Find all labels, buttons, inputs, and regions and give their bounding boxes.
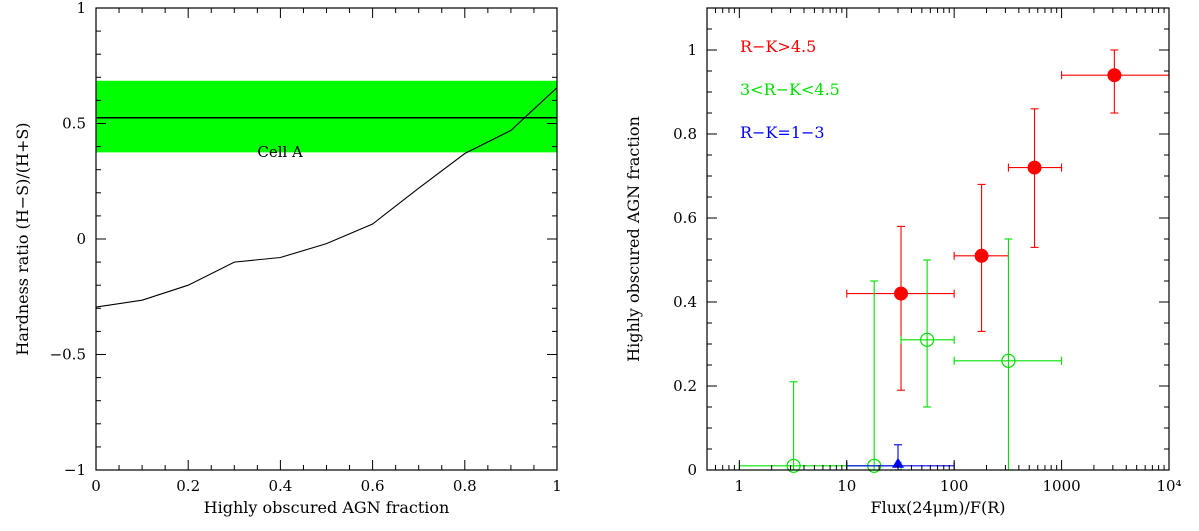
data-point	[1001, 353, 1016, 368]
legend-entry: R−K>4.5	[740, 37, 816, 56]
y-tick-label: 0.2	[673, 377, 697, 395]
data-point	[894, 286, 909, 301]
y-tick-label: 0.4	[673, 293, 697, 311]
x-tick-label: 0.2	[176, 477, 200, 495]
data-point	[974, 248, 989, 263]
y-tick-label: 0.5	[62, 115, 86, 133]
y-tick-label: 1	[76, 0, 86, 17]
left-plot-panel: Cell A 0 0.2 0.4 0.6 0.8 1 −1 −0.5 0 0.5 1 Highly ob…	[13, 0, 562, 517]
right-plot-panel: R−K>4.5 3<R−K<4.5 R−K=1−3 1 10 100 1000 10⁴ 0 0.2…	[624, 7, 1182, 517]
series-0	[846, 49, 1170, 391]
y-axis-title: Hardness ratio (H−S)/(H+S)	[13, 122, 32, 355]
series-1	[738, 238, 1063, 473]
data-point	[892, 457, 905, 468]
y-tick-label: 0	[687, 461, 697, 479]
x-tick-label: 10⁴	[1156, 477, 1181, 495]
data-point	[1107, 68, 1122, 83]
x-axis-title: Flux(24μm)/F(R)	[871, 498, 1006, 517]
x-tick-label: 1	[552, 477, 562, 495]
y-tick-label: 0.8	[673, 125, 697, 143]
plot-frame	[95, 7, 558, 471]
hardness-curve	[95, 87, 558, 308]
confidence-band	[96, 80, 557, 153]
x-tick-label: 1000	[1042, 477, 1080, 495]
plot-frame	[706, 7, 1170, 471]
y-tick-label: 0	[76, 230, 86, 248]
y-tick-label: 1	[687, 41, 697, 59]
x-axis-title: Highly obscured AGN fraction	[204, 498, 450, 517]
legend-entry: R−K=1−3	[740, 123, 825, 142]
x-tick-label: 0.6	[361, 477, 385, 495]
legend-entry: 3<R−K<4.5	[740, 80, 840, 99]
data-point	[920, 332, 935, 347]
x-tick-label: 10	[837, 477, 856, 495]
x-tick-label: 0	[91, 477, 101, 495]
data-point	[786, 458, 801, 473]
x-tick-label: 100	[940, 477, 969, 495]
y-axis-title: Highly obscured AGN fraction	[624, 116, 643, 362]
data-point	[1027, 160, 1042, 175]
y-tick-label: −0.5	[50, 346, 86, 364]
y-tick-label: 0.6	[673, 209, 697, 227]
x-tick-label: 0.4	[268, 477, 292, 495]
x-tick-label: 1	[735, 477, 745, 495]
y-tick-label: −1	[64, 461, 86, 479]
series-2	[846, 444, 955, 471]
cell-a-annotation: Cell A	[257, 143, 303, 161]
x-tick-label: 0.8	[453, 477, 477, 495]
